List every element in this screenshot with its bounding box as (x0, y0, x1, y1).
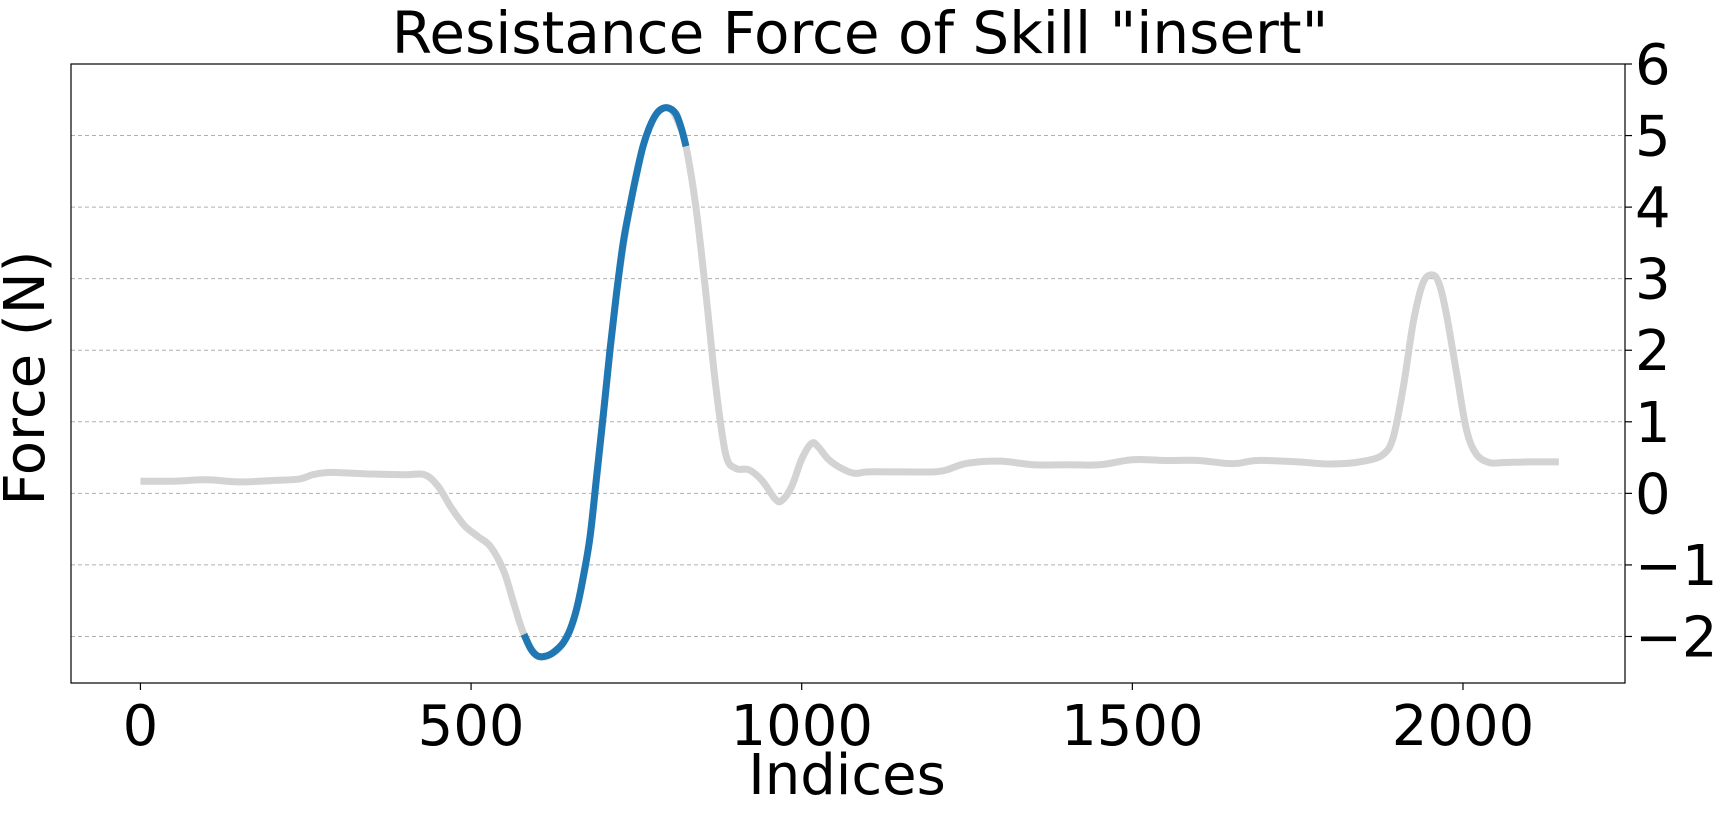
grid-lines (71, 135, 1625, 637)
y-tick-label-0: −2 (1635, 605, 1718, 670)
chart-title: Resistance Force of Skill "insert" (392, 0, 1329, 67)
series-layer (140, 104, 1559, 661)
y-axis-label: Force (N) (0, 251, 58, 506)
x-tick-label-1: 500 (418, 694, 525, 759)
y-tick-label-7: 5 (1635, 105, 1671, 170)
series-line-full-signal (140, 104, 1559, 661)
plot-frame (70, 63, 1626, 684)
x-tick-label-3: 1500 (1061, 694, 1204, 759)
y-tick-label-2: 0 (1635, 462, 1671, 527)
x-tick-label-2: 1000 (730, 694, 873, 759)
y-tick-label-3: 1 (1635, 391, 1671, 456)
y-tick-label-1: −1 (1635, 534, 1718, 599)
x-axis-label: Indices (748, 743, 946, 808)
y-tick-label-4: 2 (1635, 319, 1671, 384)
y-axis-ticks: −2−1 01 23 45 6 (1625, 33, 1718, 670)
x-tick-label-4: 2000 (1392, 694, 1535, 759)
y-tick-label-6: 4 (1635, 176, 1671, 241)
x-axis-ticks: 0 500 1000 1500 2000 (123, 683, 1535, 759)
series-line-highlighted-segment (520, 104, 690, 661)
y-tick-label-5: 3 (1635, 248, 1671, 313)
y-tick-label-8: 6 (1635, 33, 1671, 98)
x-tick-label-0: 0 (123, 694, 159, 759)
